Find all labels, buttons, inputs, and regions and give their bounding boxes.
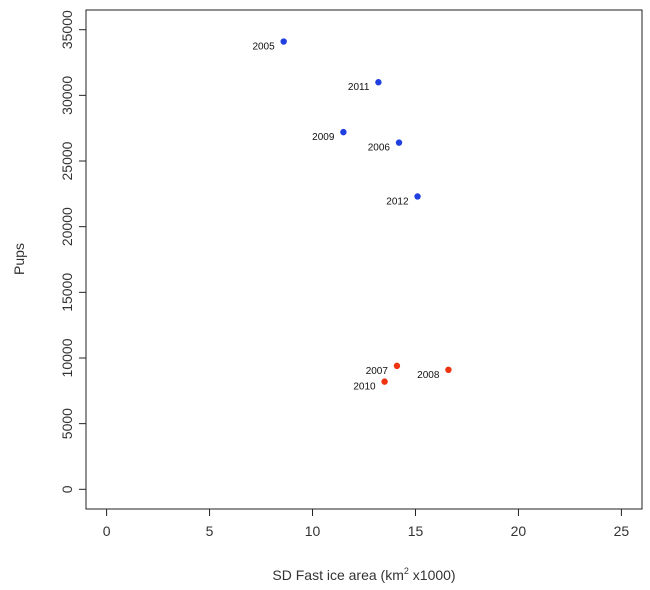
data-points: 2005 2011 2009 2006 2012 2007 2008 2010 [252,38,452,393]
data-point-2009 [340,128,347,136]
y-tick-label: 15000 [59,273,75,312]
point-label-2007: 2007 [366,366,389,377]
x-tick-label: 15 [408,523,424,539]
data-point-2011 [375,79,382,86]
data-point-2005 [280,38,287,45]
point-label-2010: 2010 [353,382,376,393]
y-tick-label: 25000 [59,141,75,180]
point-label-2011: 2011 [348,82,370,93]
y-tick-label: 30000 [59,76,75,115]
point-label-2005: 2005 [252,42,275,53]
plot-frame [85,9,643,510]
x-tick-label: 10 [305,523,321,539]
data-point-2007 [393,362,401,370]
x-tick-label: 20 [511,523,527,539]
point-label-2008: 2008 [417,370,440,381]
data-point-2008 [445,366,452,374]
y-axis-title: Pups [11,243,27,275]
y-tick-label: 35000 [59,10,75,49]
data-point-2010 [381,378,388,385]
y-tick-label: 5000 [59,408,75,439]
y-tick-label: 0 [59,485,75,493]
y-tick-label: 10000 [59,338,75,377]
point-label-2012: 2012 [386,196,409,207]
x-axis-title-main: SD Fast ice area (km [272,567,403,583]
x-tick-label: 25 [614,523,630,539]
x-axis: 0 5 10 15 20 25 [103,509,630,539]
x-axis-title: SD Fast ice area (km2 x1000) [272,566,455,583]
x-axis-title-unit: x1000) [409,567,456,583]
data-point-2012 [414,193,421,200]
y-axis: 0 5000 10000 15000 20000 25000 30000 35000 [59,10,86,493]
data-point-2006 [395,139,403,146]
y-tick-label: 20000 [59,207,75,246]
x-axis-title-superscript: 2 [404,566,409,576]
point-label-2009: 2009 [312,132,335,143]
x-tick-label: 5 [206,523,214,539]
point-label-2006: 2006 [368,143,391,154]
x-tick-label: 0 [103,523,111,539]
